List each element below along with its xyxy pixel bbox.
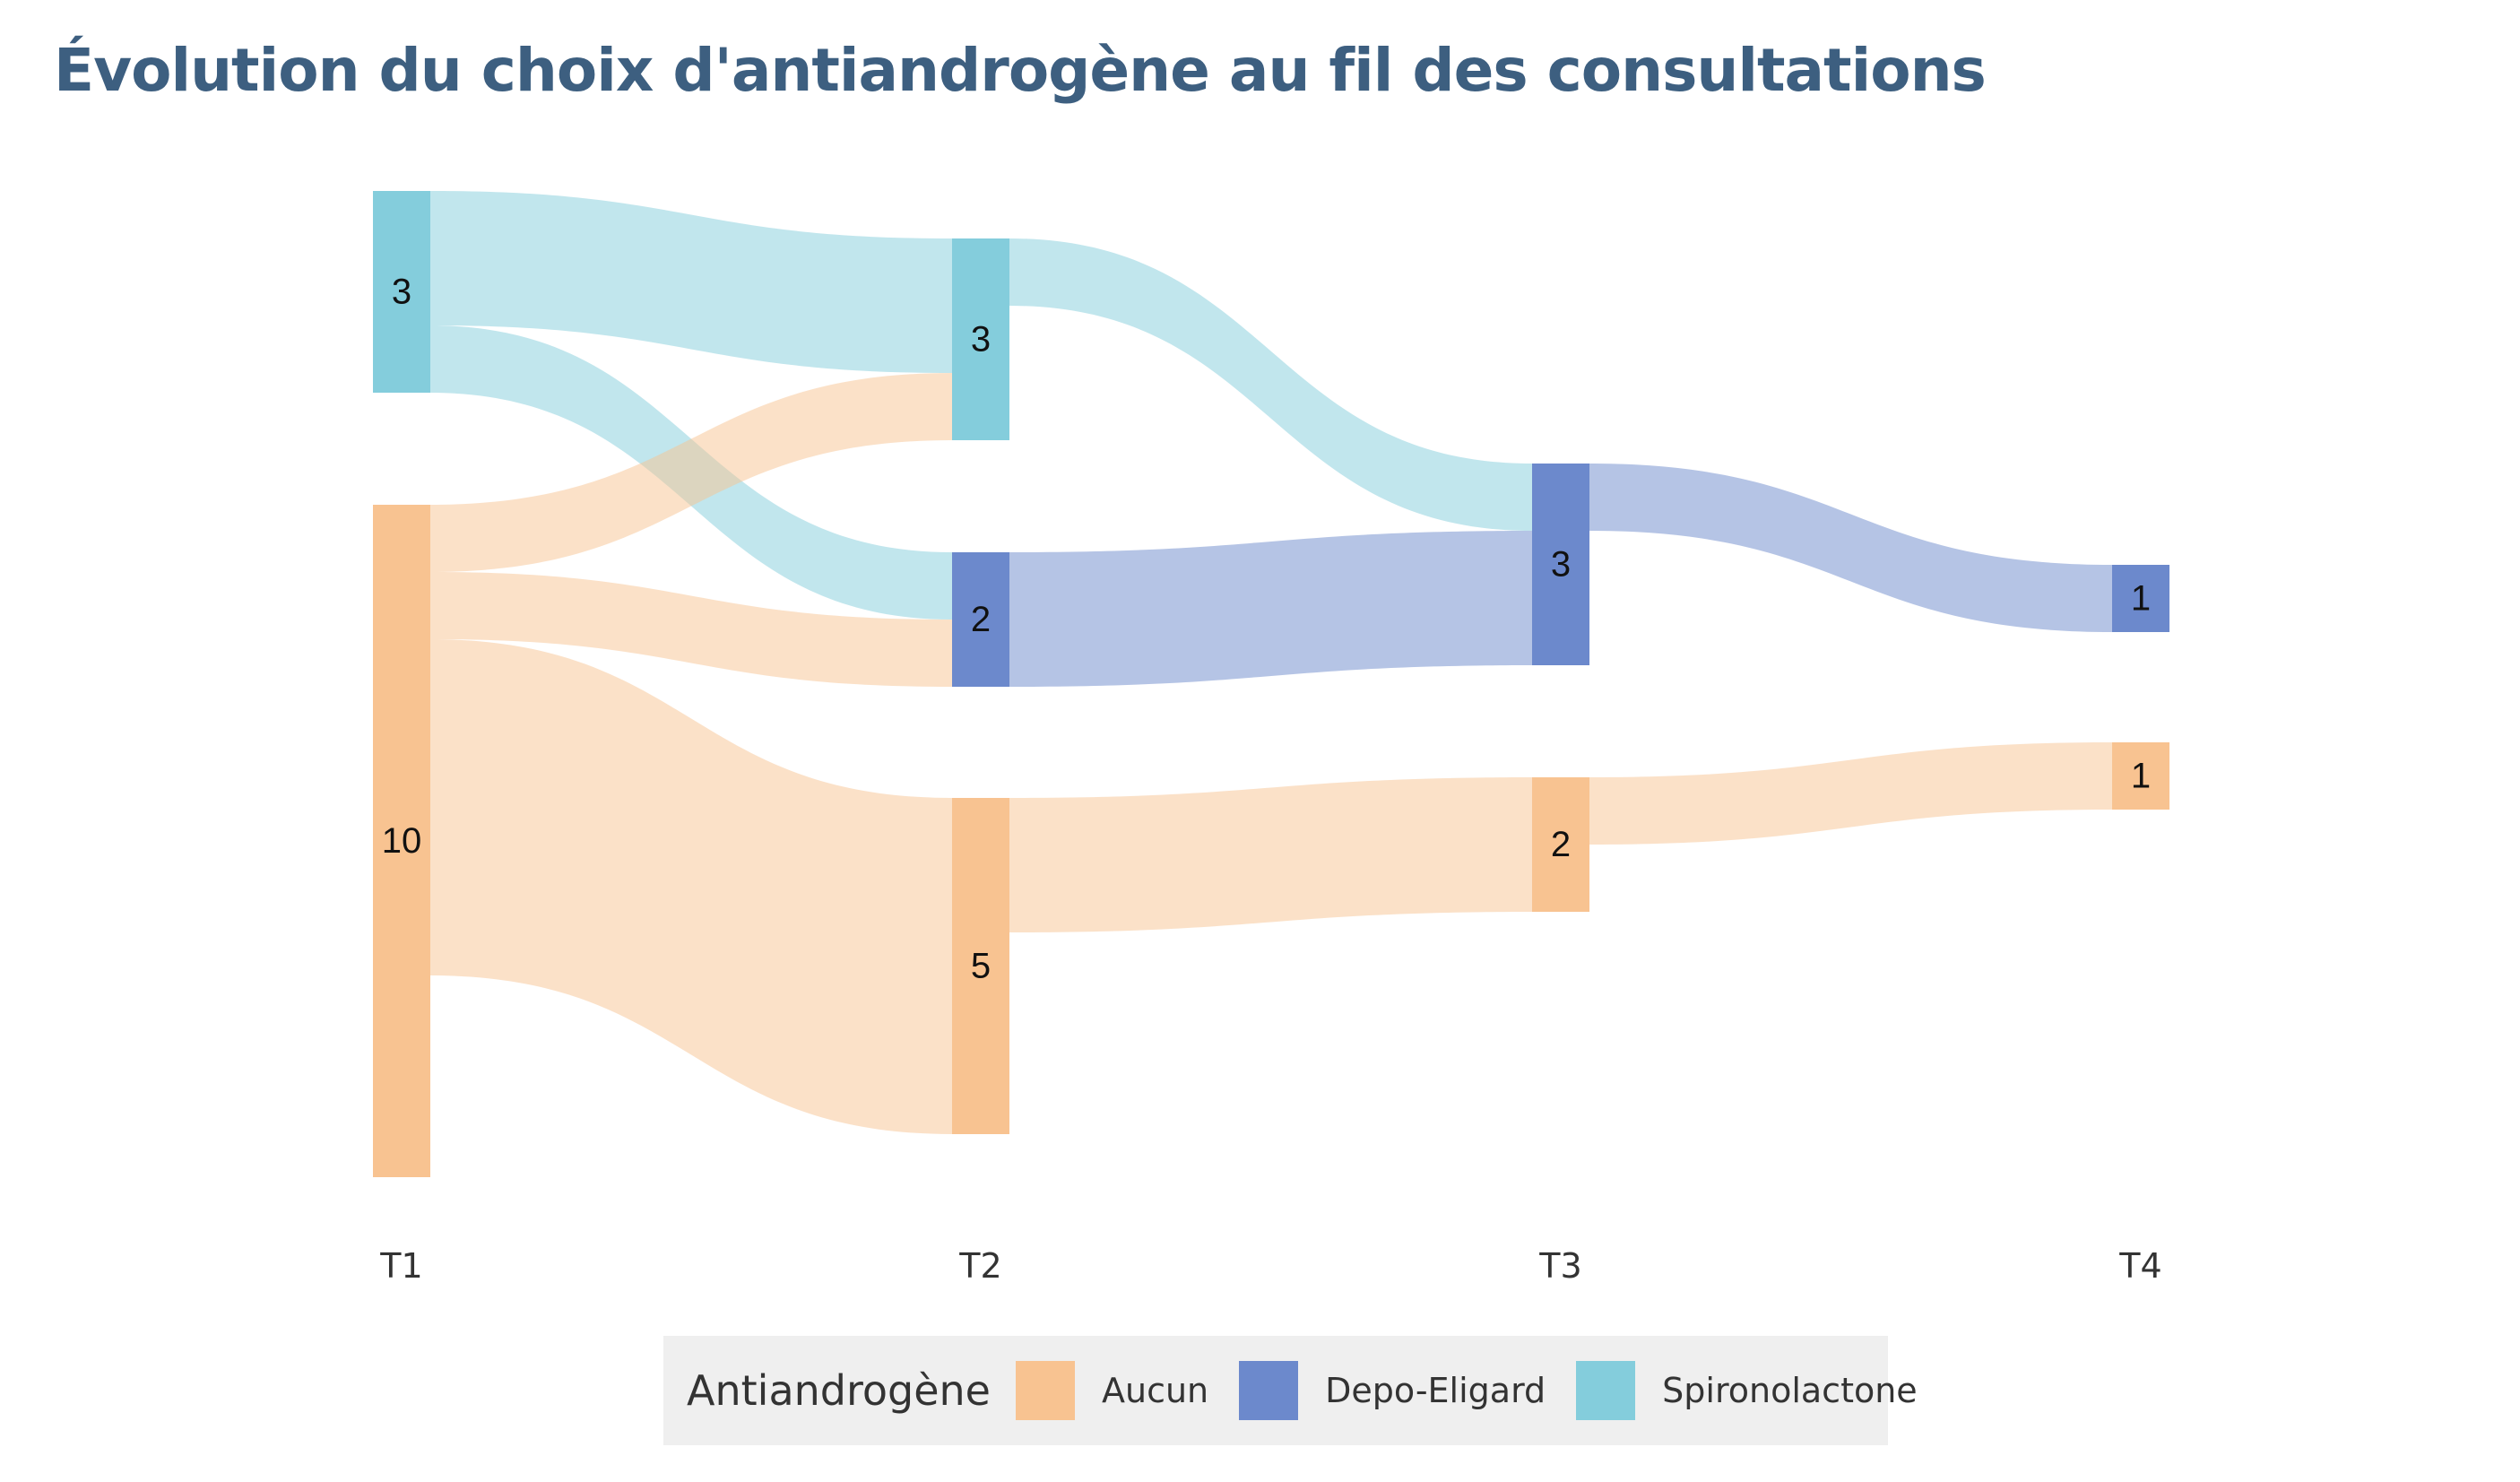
x-tick-t3: T3 <box>1538 1246 1581 1286</box>
legend-item-aucun: Aucun <box>1015 1361 1209 1420</box>
node-t4-depo-eligard <box>2112 565 2169 632</box>
flow-t3-depo-eligard-to-t4-depo-eligard <box>1589 464 2112 632</box>
legend-label-aucun: Aucun <box>1101 1371 1209 1410</box>
legend: Antiandrogène Aucun Depo-Eligard Spirono… <box>663 1336 1918 1445</box>
flow-t1-aucun-to-t2-depo-eligard <box>430 572 952 687</box>
node-label-t2-spironolactone: 3 <box>971 320 991 360</box>
node-t1-aucun <box>373 505 430 1177</box>
node-t2-aucun <box>952 798 1009 1134</box>
flow-t1-aucun-to-t2-aucun <box>430 639 952 1134</box>
flow-t2-spironolactone-to-t3-depo-eligard <box>1009 238 1532 531</box>
legend-swatch-spironolactone <box>1576 1361 1636 1420</box>
node-label-t4-depo-eligard: 1 <box>2131 579 2151 619</box>
labels-layer: 3 10 3 2 5 3 2 1 1 <box>382 273 2151 986</box>
flow-t1-aucun-to-t2-spironolactone <box>430 373 952 572</box>
node-t2-spironolactone <box>952 238 1009 440</box>
legend-label-spironolactone: Spironolactone <box>1662 1371 1918 1410</box>
node-t3-aucun <box>1532 777 1589 912</box>
legend-swatch-aucun <box>1015 1361 1075 1420</box>
legend-swatch-depo-eligard <box>1239 1361 1299 1420</box>
node-t3-depo-eligard <box>1532 464 1589 665</box>
flow-t2-depo-eligard-to-t3-depo-eligard <box>1009 531 1532 687</box>
legend-title: Antiandrogène <box>687 1366 991 1415</box>
nodes-layer <box>373 191 2169 1177</box>
x-tick-t4: T4 <box>2118 1246 2161 1286</box>
flow-t1-spironolactone-to-t2-spironolactone <box>430 191 952 373</box>
node-t4-aucun <box>2112 742 2169 810</box>
legend-label-depo-eligard: Depo-Eligard <box>1325 1371 1546 1410</box>
flow-t3-aucun-to-t4-aucun <box>1589 742 2112 845</box>
node-label-t3-aucun: 2 <box>1551 825 1571 864</box>
x-tick-t2: T2 <box>958 1246 1001 1286</box>
node-label-t1-spironolactone: 3 <box>392 273 411 312</box>
node-t1-spironolactone <box>373 191 430 393</box>
x-axis: T1 T2 T3 T4 <box>379 1246 2161 1286</box>
node-label-t2-aucun: 5 <box>971 947 991 986</box>
node-t2-depo-eligard <box>952 552 1009 687</box>
node-label-t1-aucun: 10 <box>382 821 422 861</box>
sankey-chart: 3 10 3 2 5 3 2 1 1 T1 T2 T3 T4 <box>373 191 2169 1286</box>
node-label-t4-aucun: 1 <box>2131 757 2151 796</box>
legend-item-spironolactone: Spironolactone <box>1576 1361 1918 1420</box>
node-label-t2-depo-eligard: 2 <box>971 600 991 639</box>
x-tick-t1: T1 <box>379 1246 422 1286</box>
legend-item-depo-eligard: Depo-Eligard <box>1239 1361 1546 1420</box>
flows-layer <box>430 191 2112 1134</box>
node-label-t3-depo-eligard: 3 <box>1551 545 1571 585</box>
chart-title: Évolution du choix d'antiandrogène au fi… <box>54 36 1987 105</box>
flow-t2-aucun-to-t3-aucun <box>1009 777 1532 932</box>
